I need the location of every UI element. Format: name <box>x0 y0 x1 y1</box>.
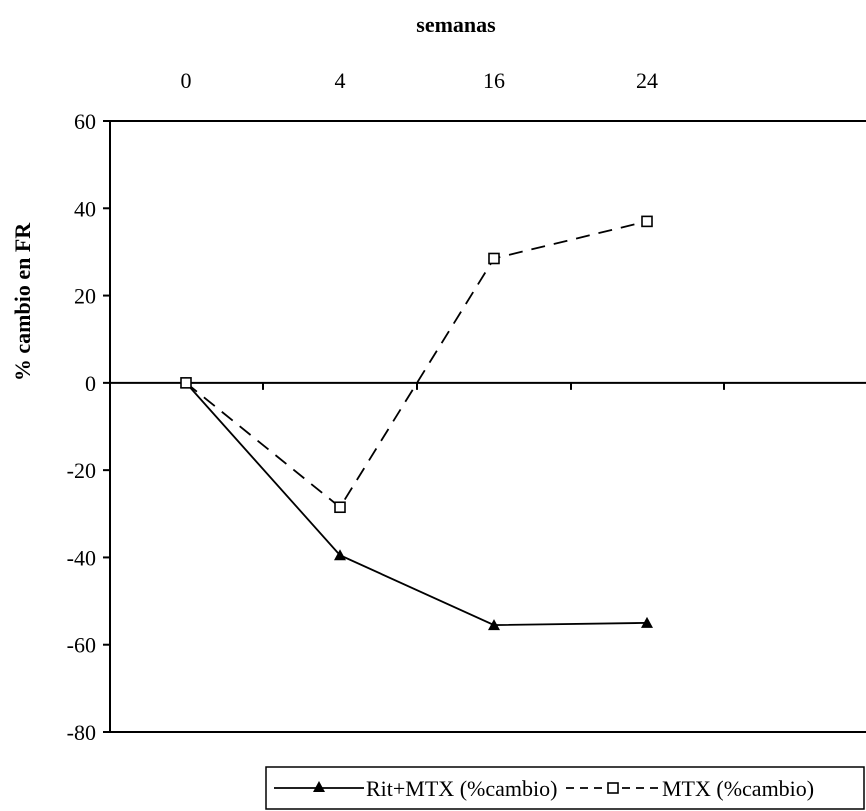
data-point-series-2 <box>180 377 192 389</box>
legend-marker-series-2 <box>607 782 619 794</box>
x-tick-label: 16 <box>483 68 505 93</box>
data-point-series-2 <box>641 215 653 228</box>
y-tick-label: -80 <box>67 720 96 745</box>
y-tick-label: -60 <box>67 633 96 658</box>
y-tick-label: -20 <box>67 458 96 483</box>
series-line-2 <box>185 220 648 509</box>
y-axis-title: % cambio en FR <box>10 222 35 381</box>
x-axis-title: semanas <box>416 12 496 37</box>
legend-label-series-2: MTX (%cambio) <box>662 776 814 801</box>
series-line-1 <box>185 382 648 626</box>
y-tick-label: 40 <box>74 196 96 221</box>
legend-label-series-1: Rit+MTX (%cambio) <box>366 776 557 801</box>
legend-marker-series-1 <box>313 781 325 792</box>
data-point-series-1 <box>641 616 653 628</box>
legend: Rit+MTX (%cambio) MTX (%cambio) <box>265 766 865 810</box>
legend-box <box>265 766 865 810</box>
data-point-series-1 <box>334 549 346 561</box>
x-tick-label: 24 <box>636 68 658 93</box>
y-tick-label: 0 <box>85 371 96 396</box>
y-tick-label: 20 <box>74 284 96 309</box>
data-point-series-2 <box>488 252 500 265</box>
y-tick-label: 60 <box>74 109 96 134</box>
y-tick-label: -40 <box>67 545 96 570</box>
data-point-series-2 <box>334 501 346 514</box>
x-tick-label: 4 <box>335 68 346 93</box>
data-point-series-1 <box>488 619 500 631</box>
x-tick-label: 0 <box>181 68 192 93</box>
